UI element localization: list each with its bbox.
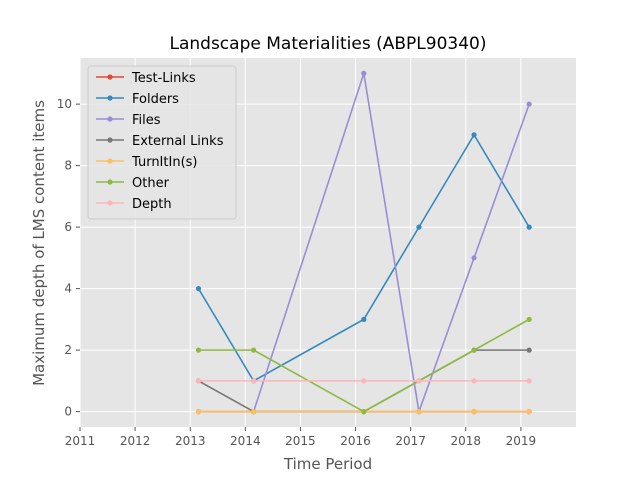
legend-item-turnitin-s: TurnItIn(s) — [96, 155, 197, 170]
data-point-turnitin-s — [195, 409, 202, 415]
ticks: 2011 2012 2013 2014 2015 2016 2017 2018 2019 0 2 4 6… — [57, 97, 536, 448]
data-point-files — [471, 255, 477, 261]
data-point-depth — [361, 378, 367, 384]
legend-marker — [107, 179, 113, 185]
y-tick-label: 8 — [64, 159, 72, 173]
legend-item-folders: Folders — [96, 92, 179, 107]
series-layer — [195, 70, 532, 415]
x-tick-label: 2014 — [230, 434, 261, 448]
x-axis-label: Time Period — [283, 455, 372, 473]
series-line-folders — [197, 133, 530, 382]
x-tick-label: 2017 — [395, 434, 426, 448]
legend-label: Depth — [132, 197, 172, 212]
y-tick-label: 4 — [64, 282, 72, 296]
x-tick-label: 2019 — [506, 434, 537, 448]
legend-marker — [107, 158, 113, 164]
legend-label: Other — [132, 176, 170, 191]
data-point-other — [471, 347, 477, 353]
data-point-folders — [361, 316, 367, 322]
data-point-turnitin-s — [471, 409, 477, 415]
x-tick-label: 2016 — [340, 434, 371, 448]
x-tick-label: 2011 — [65, 434, 96, 448]
x-tick-label: 2013 — [175, 434, 206, 448]
x-tick-label: 2018 — [451, 434, 482, 448]
data-point-files — [526, 101, 532, 107]
series-line-other — [198, 318, 530, 413]
legend-item-files: Files — [96, 113, 161, 128]
legend-box — [87, 65, 237, 220]
y-tick-label: 10 — [57, 97, 72, 111]
data-point-depth — [526, 378, 532, 384]
data-point-external-links — [526, 347, 532, 353]
data-point-turnitin-s — [251, 409, 257, 415]
legend-marker — [107, 137, 113, 143]
legend-item-test-links: Test-Links — [96, 71, 196, 86]
x-tick-label: 2012 — [120, 434, 151, 448]
legend-label: Folders — [132, 92, 179, 107]
legend-marker — [107, 200, 113, 206]
y-tick-label: 0 — [64, 405, 72, 419]
data-point-other — [361, 409, 367, 415]
series-depth — [195, 378, 532, 384]
legend-label: TurnItIn(s) — [131, 155, 197, 170]
data-point-folders — [471, 132, 477, 138]
data-point-depth — [416, 378, 422, 384]
x-tick-label: 2015 — [285, 434, 316, 448]
legend-item-external-links: External Links — [96, 134, 224, 149]
data-point-depth — [471, 378, 477, 384]
y-tick-label: 6 — [64, 220, 72, 234]
data-point-other — [526, 316, 532, 322]
data-point-folders — [195, 286, 202, 292]
legend-label: Test-Links — [131, 71, 196, 86]
data-point-depth — [251, 378, 257, 384]
data-point-turnitin-s — [526, 409, 532, 415]
legend: Test-Links Folders Files External Links Turn… — [87, 65, 237, 220]
data-point-other — [195, 347, 202, 353]
legend-item-depth: Depth — [96, 197, 172, 212]
y-tick-label: 2 — [64, 343, 72, 357]
data-point-folders — [416, 224, 422, 230]
data-point-depth — [195, 378, 202, 384]
legend-marker — [107, 95, 113, 101]
legend-marker — [107, 116, 113, 122]
data-point-turnitin-s — [416, 409, 422, 415]
chart-title: Landscape Materialities (ABPL90340) — [170, 34, 487, 54]
legend-item-other: Other — [96, 176, 170, 191]
data-point-files — [361, 70, 367, 76]
legend-label: Files — [132, 113, 161, 128]
series-folders — [195, 132, 532, 384]
data-point-folders — [526, 224, 532, 230]
legend-marker — [107, 74, 113, 80]
y-axis-label: Maximum depth of LMS content items — [30, 100, 48, 386]
legend-label: External Links — [132, 134, 224, 149]
data-point-other — [251, 347, 257, 353]
